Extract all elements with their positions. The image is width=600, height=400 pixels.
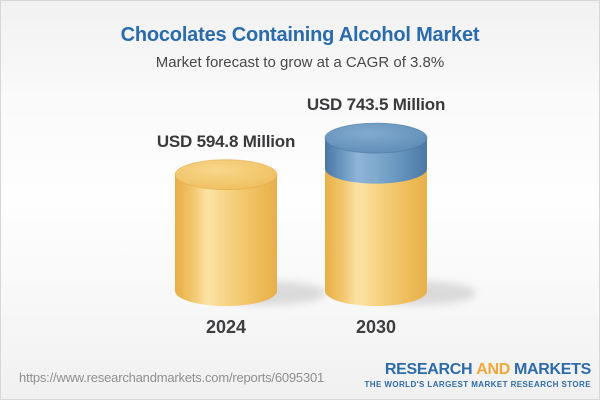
segment-body	[175, 174, 277, 291]
cylinder-2030	[324, 122, 476, 306]
cylinder-top-face	[174, 159, 278, 191]
logo-word-markets: MARKETS	[513, 361, 591, 378]
report-url: https://www.researchandmarkets.com/repor…	[19, 370, 325, 385]
chart-title: Chocolates Containing Alcohol Market	[120, 24, 480, 46]
logo-word-research: RESEARCH	[384, 361, 473, 378]
logo-word-and: AND	[476, 361, 510, 378]
segment-body	[325, 168, 427, 291]
brand-logo: RESEARCH AND MARKETS THE WORLD'S LARGEST M…	[364, 361, 591, 389]
cylinder-top-face	[324, 122, 428, 154]
chart-subtitle: Market forecast to grow at a CAGR of 3.8…	[155, 54, 445, 71]
logo-wordmark: RESEARCH AND MARKETS	[364, 361, 591, 378]
bars-group	[174, 122, 476, 306]
logo-tagline: THE WORLD'S LARGEST MARKET RESEARCH STOR…	[364, 380, 591, 389]
cylinder-2024	[174, 159, 326, 306]
